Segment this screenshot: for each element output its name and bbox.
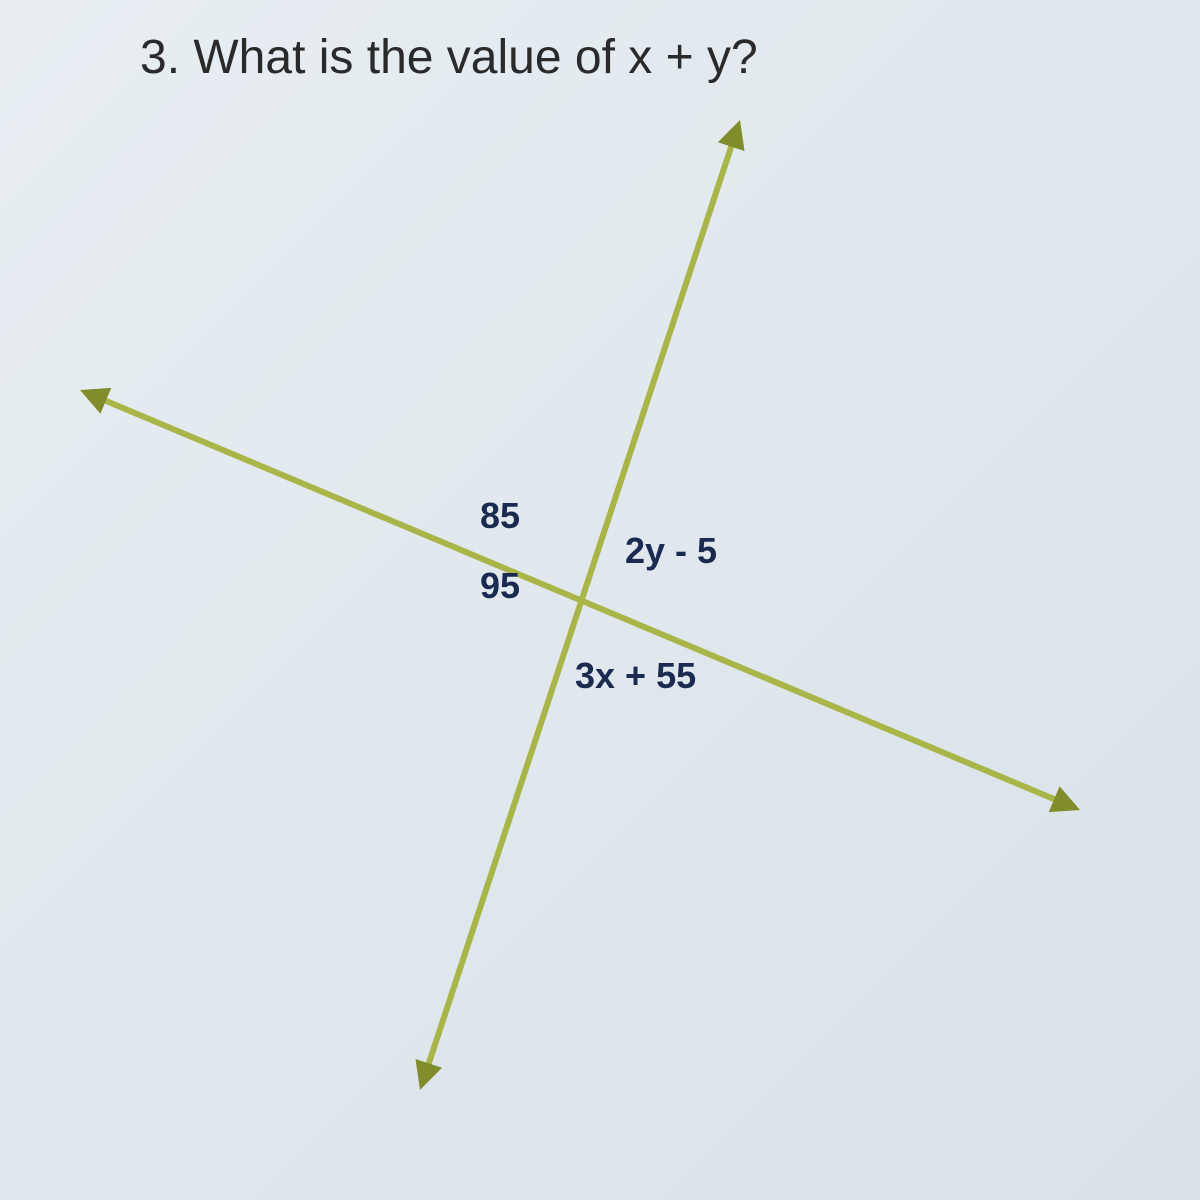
question-number: 3. xyxy=(140,31,180,84)
angle-label-left: 95 xyxy=(480,565,520,607)
angle-label-bottom: 3x + 55 xyxy=(575,655,696,697)
angle-label-top: 85 xyxy=(480,495,520,537)
diagram-svg xyxy=(0,100,1200,1100)
angle-label-right: 2y - 5 xyxy=(625,530,717,572)
question-text: 3. What is the value of x + y? xyxy=(140,30,758,85)
question-prompt: What is the value of x + y? xyxy=(193,31,757,84)
intersecting-lines-diagram: 85 95 2y - 5 3x + 55 xyxy=(0,100,1200,1100)
